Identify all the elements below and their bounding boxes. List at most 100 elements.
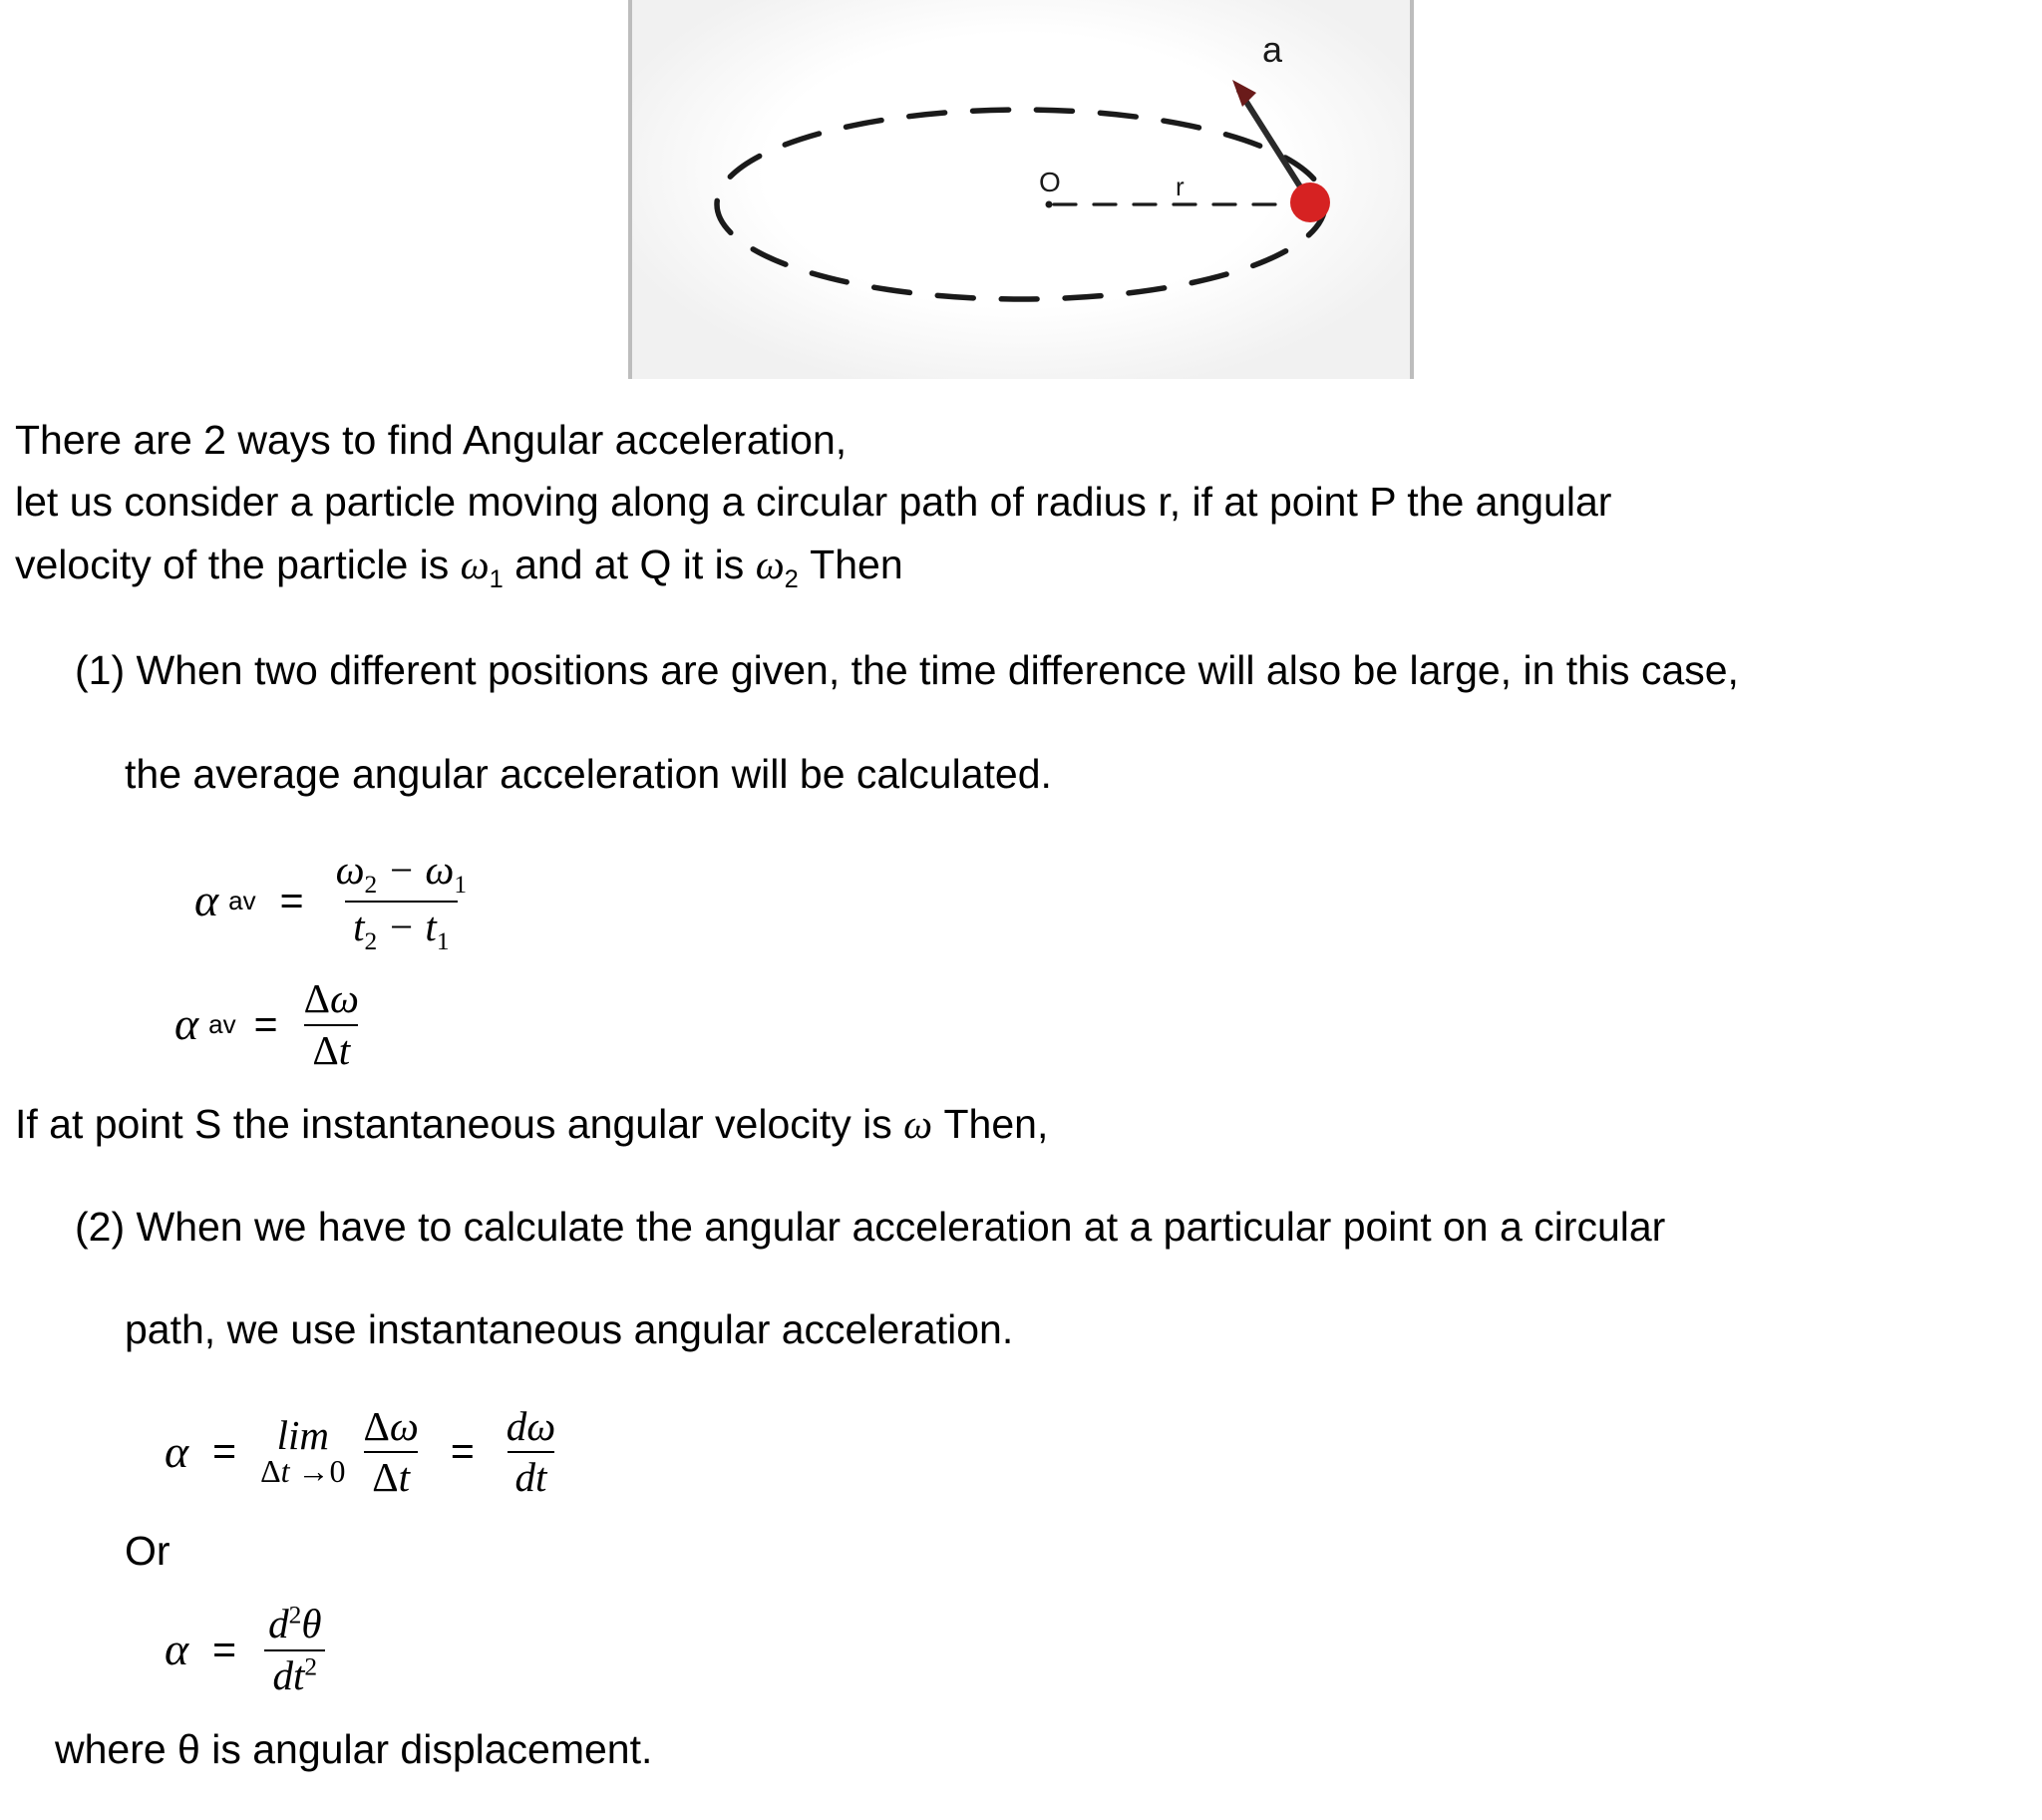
circular-motion-diagram: O r a <box>632 0 1410 379</box>
f1-minus-num: − <box>377 847 425 893</box>
fraction-3: Δω Δt <box>356 1402 427 1502</box>
intro-line-3-post: Then <box>799 542 903 587</box>
f1-t2-sub: 2 <box>365 927 378 955</box>
closing-line: where θ is angular displacement. <box>55 1718 2027 1780</box>
f5-sup-n: 2 <box>289 1602 302 1630</box>
fraction-4: dω dt <box>499 1402 563 1502</box>
fraction-5-den: dt2 <box>264 1649 325 1700</box>
equals-2: = <box>246 1002 286 1047</box>
para-s-point: If at point S the instantaneous angular … <box>15 1093 2027 1155</box>
f3-delta-d: Δ <box>372 1454 398 1500</box>
formula-alpha-av-2: αav = Δω Δt <box>174 974 2027 1074</box>
f3-omega: ω <box>390 1403 419 1449</box>
equals-3a: = <box>198 1429 250 1474</box>
intro-line-3-pre: velocity of the particle is <box>15 542 461 587</box>
equals-1: = <box>266 879 318 923</box>
fraction-3-den: Δt <box>364 1451 418 1502</box>
alpha-symbol-2: α <box>174 999 198 1050</box>
f5-theta: θ <box>301 1601 321 1646</box>
f1-omega1-sub: 1 <box>454 871 467 899</box>
f3-delta-n: Δ <box>364 1403 390 1449</box>
fraction-2-num: Δω <box>296 974 367 1023</box>
f2-t: t <box>339 1027 350 1073</box>
intro-line-1: There are 2 ways to find Angular acceler… <box>15 409 2027 471</box>
or-label: Or <box>125 1520 2027 1582</box>
f5-dt: dt <box>272 1652 304 1698</box>
intro-line-3-mid: and at Q it is <box>504 542 756 587</box>
particle-dot <box>1290 182 1330 222</box>
f4-d-n: d <box>507 1403 527 1449</box>
center-dot <box>1046 201 1053 208</box>
fraction-2-den: Δt <box>304 1024 358 1075</box>
f5-d: d <box>268 1601 289 1646</box>
omega-1-sub: 1 <box>490 565 504 593</box>
f4-dt: dt <box>515 1454 547 1500</box>
intro-line-3: velocity of the particle is ω1 and at Q … <box>15 534 2027 599</box>
para-s-post: Then, <box>932 1101 1048 1147</box>
alpha-av-sub-1: av <box>228 887 255 915</box>
formula-alpha-av-1: αav = ω2 − ω1 t2 − t1 <box>194 846 2027 956</box>
radius-label: r <box>1176 172 1185 201</box>
item-1-text-1: When two different positions are given, … <box>137 647 1739 693</box>
fraction-2: Δω Δt <box>296 974 367 1074</box>
formula-row-3: α = lim Δt →0 Δω Δt = dω <box>165 1402 2027 1502</box>
f1-t1-sub: 1 <box>437 927 450 955</box>
limit-block: lim Δt →0 <box>260 1415 345 1488</box>
formula-row-4: α = d2θ dt2 <box>165 1600 2027 1699</box>
item-2-line-1: (2) When we have to calculate the angula… <box>75 1196 2027 1258</box>
fraction-5: d2θ dt2 <box>260 1600 329 1699</box>
intro-line-2: let us consider a particle moving along … <box>15 471 2027 533</box>
f1-omega1: ω <box>425 847 454 893</box>
formula-alpha-second-deriv: α = d2θ dt2 <box>165 1600 2027 1699</box>
f4-omega: ω <box>526 1403 555 1449</box>
f3-t: t <box>399 1454 410 1500</box>
omega-1-symbol: ω <box>461 542 490 587</box>
acceleration-label: a <box>1262 29 1283 70</box>
fraction-3-num: Δω <box>356 1402 427 1451</box>
item-1-line-1: (1) When two different positions are giv… <box>75 639 2027 701</box>
f5-sup-d: 2 <box>304 1652 317 1680</box>
acceleration-arrow-head <box>1232 80 1256 107</box>
diagram-frame: O r a <box>628 0 1414 379</box>
alpha-symbol-1: α <box>194 876 218 926</box>
lim-zero: 0 <box>330 1454 346 1489</box>
formula-alpha-inst: α = lim Δt →0 Δω Δt = dω <box>165 1402 2027 1502</box>
omega-s: ω <box>903 1101 932 1147</box>
omega-2-sub: 2 <box>785 565 799 593</box>
item-2-text-1: When we have to calculate the angular ac… <box>137 1204 1666 1250</box>
f1-omega2-sub: 2 <box>365 871 378 899</box>
item-1-line-2: the average angular acceleration will be… <box>75 743 2027 805</box>
diagram-container: O r a <box>15 0 2027 379</box>
f1-t2: t <box>353 904 364 949</box>
f2-omega: ω <box>330 975 359 1021</box>
equals-4: = <box>198 1628 250 1672</box>
equals-3b: = <box>437 1429 489 1474</box>
fraction-4-num: dω <box>499 1402 563 1451</box>
f1-t1: t <box>425 904 436 949</box>
fraction-4-den: dt <box>508 1451 555 1502</box>
item-1-number: (1) <box>75 647 137 693</box>
alpha-symbol-4: α <box>165 1625 188 1675</box>
lim-t: t <box>281 1454 298 1489</box>
para-s-pre: If at point S the instantaneous angular … <box>15 1101 903 1147</box>
fraction-5-num: d2θ <box>260 1600 329 1648</box>
item-2-line-2: path, we use instantaneous angular accel… <box>75 1298 2027 1360</box>
page: O r a There are 2 ways to find Angular a… <box>0 0 2042 1820</box>
fraction-1-num: ω2 − ω1 <box>328 846 475 901</box>
fraction-1: ω2 − ω1 t2 − t1 <box>328 846 475 956</box>
fraction-1-den: t2 − t1 <box>345 901 457 957</box>
formula-row-1: αav = ω2 − ω1 t2 − t1 <box>194 846 2027 956</box>
f1-minus-den: − <box>377 904 425 949</box>
lim-arrow: → <box>298 1454 330 1489</box>
omega-2-symbol: ω <box>756 542 785 587</box>
formula-row-2: αav = Δω Δt <box>174 974 2027 1074</box>
center-label: O <box>1039 167 1061 197</box>
alpha-symbol-3: α <box>165 1427 188 1478</box>
lim-text: lim <box>277 1415 329 1456</box>
alpha-av-sub-2: av <box>208 1010 235 1039</box>
f1-omega2: ω <box>336 847 365 893</box>
item-2-number: (2) <box>75 1204 137 1250</box>
f2-delta-t: Δ <box>312 1027 338 1073</box>
lim-delta: Δ <box>260 1454 281 1489</box>
lim-under: Δt →0 <box>260 1456 345 1488</box>
